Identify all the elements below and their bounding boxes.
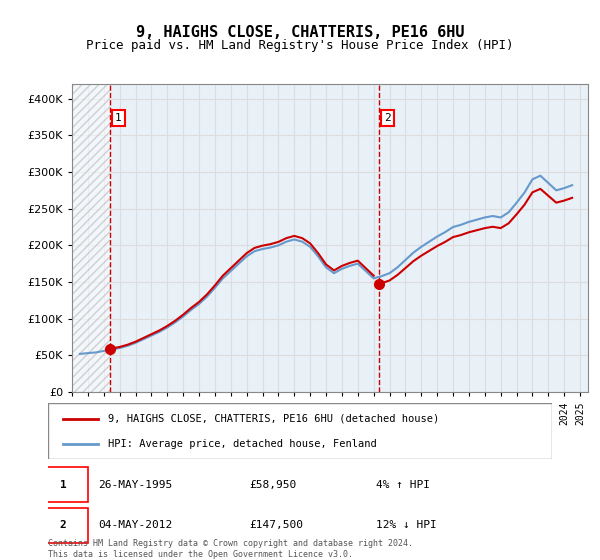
Text: HPI: Average price, detached house, Fenland: HPI: Average price, detached house, Fenl… <box>109 438 377 449</box>
Text: Price paid vs. HM Land Registry's House Price Index (HPI): Price paid vs. HM Land Registry's House … <box>86 39 514 52</box>
Text: 1: 1 <box>60 480 67 490</box>
Text: 2: 2 <box>60 520 67 530</box>
Bar <box>72 84 110 392</box>
Text: 2: 2 <box>384 113 391 123</box>
Text: 26-MAY-1995: 26-MAY-1995 <box>98 480 173 490</box>
Text: 9, HAIGHS CLOSE, CHATTERIS, PE16 6HU (detached house): 9, HAIGHS CLOSE, CHATTERIS, PE16 6HU (de… <box>109 414 440 424</box>
Text: 1: 1 <box>115 113 122 123</box>
FancyBboxPatch shape <box>38 468 88 502</box>
Text: 04-MAY-2012: 04-MAY-2012 <box>98 520 173 530</box>
Text: 9, HAIGHS CLOSE, CHATTERIS, PE16 6HU: 9, HAIGHS CLOSE, CHATTERIS, PE16 6HU <box>136 25 464 40</box>
Text: 12% ↓ HPI: 12% ↓ HPI <box>376 520 436 530</box>
Text: £147,500: £147,500 <box>250 520 304 530</box>
Text: Contains HM Land Registry data © Crown copyright and database right 2024.
This d: Contains HM Land Registry data © Crown c… <box>48 539 413 559</box>
Text: £58,950: £58,950 <box>250 480 297 490</box>
FancyBboxPatch shape <box>38 508 88 543</box>
Text: 4% ↑ HPI: 4% ↑ HPI <box>376 480 430 490</box>
FancyBboxPatch shape <box>48 403 552 459</box>
